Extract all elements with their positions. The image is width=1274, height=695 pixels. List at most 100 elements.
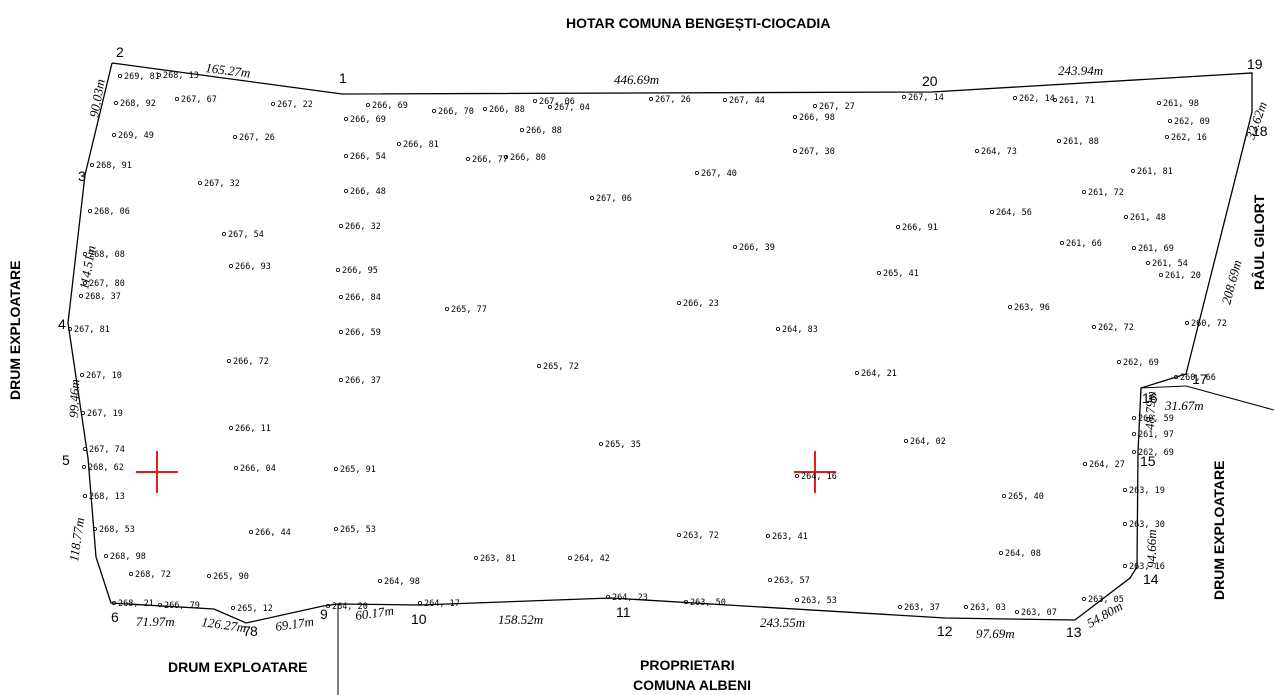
svg-text:263, 16: 263, 16 <box>1129 562 1165 572</box>
svg-text:261, 71: 261, 71 <box>1059 96 1095 106</box>
elevation-point: 263, 19 <box>1123 486 1165 496</box>
elevation-point: 267, 10 <box>80 371 122 381</box>
elevation-point: 267, 19 <box>81 409 123 419</box>
vertex-11: 11 <box>616 604 631 620</box>
svg-text:261, 72: 261, 72 <box>1088 188 1124 198</box>
elevation-point: 268, 21 <box>112 599 154 609</box>
elevation-point: 263, 05 <box>1082 595 1124 605</box>
svg-text:267, 22: 267, 22 <box>277 100 313 110</box>
svg-text:263, 57: 263, 57 <box>774 576 810 586</box>
elevation-point: 261, 97 <box>1132 430 1174 440</box>
elevation-point: 268, 53 <box>93 525 135 535</box>
elevation-point: 268, 08 <box>83 250 125 260</box>
elevation-point: 264, 08 <box>999 549 1041 559</box>
elevation-point: 266, 69 <box>365 101 408 111</box>
elevation-point: 261, 66 <box>1060 239 1102 249</box>
svg-text:263, 81: 263, 81 <box>480 554 516 564</box>
elevation-point: 263, 37 <box>898 603 940 613</box>
svg-text:263, 41: 263, 41 <box>772 532 808 542</box>
elevation-point: 267, 26 <box>649 95 691 105</box>
svg-text:268, 08: 268, 08 <box>89 250 125 260</box>
elevation-point: 266, 88 <box>520 126 562 136</box>
elevation-point: 263, 16 <box>1123 562 1165 572</box>
elevation-point: 265, 91 <box>333 465 376 475</box>
elevation-point: 265, 35 <box>599 440 641 450</box>
inner-line-16 <box>1140 385 1187 389</box>
elevation-point: 264, 17 <box>417 599 460 609</box>
elevation-point: 267, 27 <box>813 102 855 112</box>
svg-text:266, 44: 266, 44 <box>255 528 291 538</box>
elevation-point: 264, 98 <box>377 577 420 587</box>
edge-length-19: 48.79m <box>1142 391 1158 430</box>
label-right-bottom: DRUM EXPLOATARE <box>1211 461 1227 600</box>
vertex-7: 7 <box>243 623 251 639</box>
elevation-point: 261, 48 <box>1124 213 1166 223</box>
crosshair-left <box>136 451 178 493</box>
svg-text:267, 26: 267, 26 <box>655 95 691 105</box>
elevation-point: 267, 14 <box>902 93 944 103</box>
svg-text:265, 90: 265, 90 <box>213 572 249 582</box>
elevation-point: 261, 88 <box>1057 137 1099 147</box>
edge-length-1: 165.27m <box>205 60 252 80</box>
elevation-point: 263, 03 <box>964 603 1006 613</box>
svg-text:266, 84: 266, 84 <box>345 293 381 303</box>
vertex-20: 20 <box>922 73 938 89</box>
svg-text:266, 39: 266, 39 <box>739 243 775 253</box>
elevation-point: 264, 21 <box>855 369 897 379</box>
edge-length-14: 158.52m <box>498 612 543 627</box>
elevation-point: 265, 53 <box>333 525 376 535</box>
svg-text:264, 02: 264, 02 <box>910 437 946 447</box>
svg-text:263, 53: 263, 53 <box>801 596 837 606</box>
svg-text:266, 70: 266, 70 <box>438 107 474 117</box>
elevation-point: 268, 13 <box>156 71 199 81</box>
edge-length-3: 243.94m <box>1058 63 1103 78</box>
elevation-point: 266, 93 <box>228 262 271 272</box>
elevation-point: 267, 44 <box>723 96 765 106</box>
elevation-point: 263, 72 <box>677 531 719 541</box>
svg-text:268, 62: 268, 62 <box>88 463 124 473</box>
elevation-point: 269, 49 <box>112 131 154 141</box>
svg-text:266, 23: 266, 23 <box>683 299 719 309</box>
vertex-14: 14 <box>1143 571 1159 587</box>
elevation-point: 267, 32 <box>197 179 240 189</box>
svg-text:263, 50: 263, 50 <box>690 598 726 608</box>
vertex-18: 18 <box>1252 123 1268 139</box>
svg-text:260, 72: 260, 72 <box>1191 319 1227 329</box>
vertex-12: 12 <box>937 623 953 639</box>
elevation-point: 267, 54 <box>221 230 264 240</box>
svg-text:264, 83: 264, 83 <box>782 325 818 335</box>
elevation-point: 265, 40 <box>1002 492 1044 502</box>
elevation-point: 262, 69 <box>1117 358 1159 368</box>
svg-text:266, 79: 266, 79 <box>164 601 200 611</box>
svg-text:262, 09: 262, 09 <box>1174 117 1210 127</box>
svg-text:267, 10: 267, 10 <box>86 371 122 381</box>
edge-length-6: 90.03m <box>86 78 107 119</box>
elevation-point: 267, 80 <box>83 279 125 289</box>
svg-text:266, 69: 266, 69 <box>350 115 386 125</box>
svg-text:266, 72: 266, 72 <box>233 357 269 367</box>
svg-text:261, 66: 261, 66 <box>1066 239 1102 249</box>
elevation-point: 264, 20 <box>325 602 368 612</box>
edge-length-2: 446.69m <box>614 72 659 87</box>
svg-text:263, 96: 263, 96 <box>1014 303 1050 313</box>
svg-text:267, 14: 267, 14 <box>908 93 944 103</box>
elevation-point: 262, 69 <box>1132 448 1174 458</box>
elevation-point: 266, 84 <box>338 293 381 303</box>
svg-text:268, 98: 268, 98 <box>110 552 146 562</box>
elevation-point: 262, 09 <box>1168 117 1210 127</box>
svg-text:266, 88: 266, 88 <box>526 126 562 136</box>
svg-text:264, 16: 264, 16 <box>801 472 837 482</box>
svg-text:266, 32: 266, 32 <box>345 222 381 232</box>
svg-text:268, 92: 268, 92 <box>120 99 156 109</box>
svg-text:262, 14: 262, 14 <box>1019 94 1055 104</box>
label-top: HOTAR COMUNA BENGEȘTI-CIOCADIA <box>566 15 830 31</box>
elevation-point: 263, 50 <box>684 598 726 608</box>
edge-length-10: 71.97m <box>136 614 175 629</box>
svg-text:266, 91: 266, 91 <box>902 223 938 233</box>
elevation-point: 266, 80 <box>503 153 546 163</box>
svg-text:262, 69: 262, 69 <box>1138 448 1174 458</box>
elevation-point: 266, 39 <box>733 243 775 253</box>
elevation-point: 260, 72 <box>1185 319 1227 329</box>
